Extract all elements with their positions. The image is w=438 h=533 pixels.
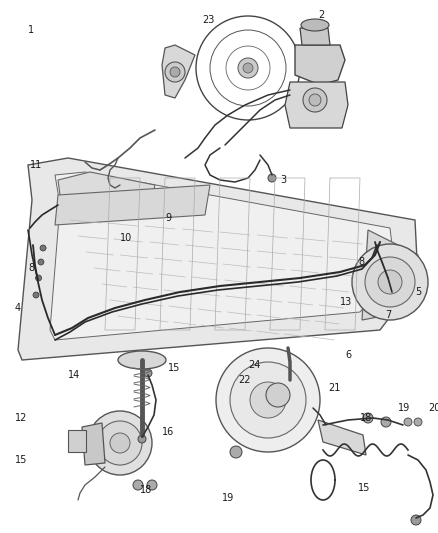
Ellipse shape [301,19,329,31]
Polygon shape [55,185,210,225]
Circle shape [250,382,286,418]
Polygon shape [58,172,155,220]
Text: 6: 6 [345,350,351,360]
Text: 23: 23 [202,15,214,25]
Circle shape [138,435,146,443]
Text: 21: 21 [328,383,340,393]
Polygon shape [82,423,105,465]
Text: 3: 3 [280,175,286,185]
Text: 24: 24 [248,360,260,370]
Text: 8: 8 [358,257,364,267]
Circle shape [352,244,428,320]
Text: 10: 10 [120,233,132,243]
Circle shape [303,88,327,112]
Circle shape [170,67,180,77]
Circle shape [411,515,421,525]
Text: 14: 14 [68,370,80,380]
Text: 15: 15 [358,483,371,493]
Text: 18: 18 [360,413,372,423]
Circle shape [110,433,130,453]
Circle shape [147,480,157,490]
Text: 22: 22 [238,375,251,385]
Circle shape [144,369,152,377]
Bar [68,430,86,452]
Circle shape [414,418,422,426]
Circle shape [268,174,276,182]
Text: 18: 18 [140,485,152,495]
Circle shape [230,446,242,458]
Circle shape [165,62,185,82]
Circle shape [230,362,306,438]
Text: 11: 11 [30,160,42,170]
Polygon shape [18,158,418,360]
Polygon shape [295,45,345,85]
Text: 7: 7 [385,310,391,320]
Polygon shape [50,172,395,340]
Circle shape [133,480,143,490]
Circle shape [40,245,46,251]
Text: 12: 12 [15,413,27,423]
Circle shape [88,411,152,475]
Text: 19: 19 [222,493,234,503]
Text: 20: 20 [428,403,438,413]
Polygon shape [318,420,366,455]
Circle shape [33,292,39,298]
Polygon shape [162,45,195,98]
Ellipse shape [118,351,166,369]
Circle shape [378,270,402,294]
Text: 4: 4 [15,303,21,313]
Circle shape [381,417,391,427]
Circle shape [238,58,258,78]
Polygon shape [285,82,348,128]
Circle shape [363,413,373,423]
Text: 15: 15 [168,363,180,373]
Circle shape [266,383,290,407]
Text: 8: 8 [28,263,34,273]
Text: 15: 15 [15,455,27,465]
Text: 2: 2 [318,10,324,20]
Text: 13: 13 [340,297,352,307]
Circle shape [404,418,412,426]
Circle shape [309,94,321,106]
Circle shape [35,275,42,281]
Text: 5: 5 [415,287,421,297]
Text: 1: 1 [28,25,34,35]
Circle shape [38,259,44,265]
Polygon shape [300,28,330,45]
Circle shape [365,257,415,307]
Polygon shape [362,230,418,320]
Circle shape [243,63,253,73]
Text: 16: 16 [162,427,174,437]
Text: 19: 19 [398,403,410,413]
Circle shape [98,421,142,465]
Text: 9: 9 [165,213,171,223]
Circle shape [216,348,320,452]
